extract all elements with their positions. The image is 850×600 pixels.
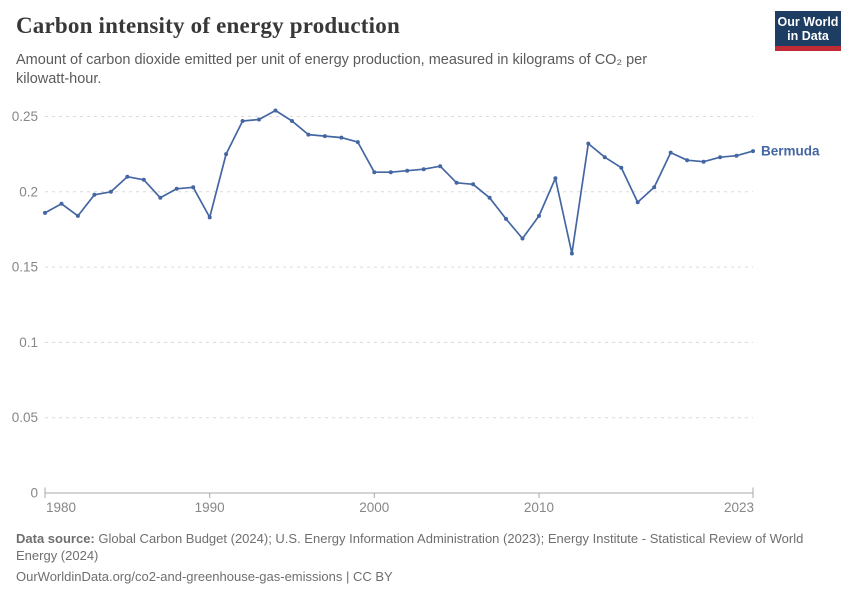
footer-url-line: OurWorldinData.org/co2-and-greenhouse-ga… bbox=[16, 569, 393, 584]
owid-logo[interactable]: Our World in Data bbox=[775, 11, 841, 51]
series-line[interactable] bbox=[44, 109, 754, 255]
data-point[interactable] bbox=[537, 213, 541, 218]
data-point[interactable] bbox=[273, 108, 278, 113]
data-source-label: Data source: bbox=[16, 531, 95, 546]
data-point[interactable] bbox=[751, 149, 755, 154]
data-point[interactable] bbox=[388, 170, 393, 175]
data-point[interactable] bbox=[520, 236, 525, 241]
data-point[interactable] bbox=[718, 155, 723, 160]
x-tick-label: 1980 bbox=[46, 500, 76, 515]
data-point[interactable] bbox=[158, 195, 163, 200]
series-label[interactable]: Bermuda bbox=[761, 144, 820, 159]
data-point[interactable] bbox=[471, 182, 476, 187]
data-point[interactable] bbox=[355, 140, 360, 145]
data-point[interactable] bbox=[141, 177, 146, 182]
y-tick-label: 0.1 bbox=[19, 335, 38, 350]
x-tick-label: 2000 bbox=[359, 500, 389, 515]
page-title: Carbon intensity of energy production bbox=[16, 13, 400, 38]
data-point[interactable] bbox=[504, 216, 508, 221]
x-tick-label: 2023 bbox=[724, 500, 754, 515]
data-point[interactable] bbox=[602, 155, 607, 160]
data-point[interactable] bbox=[701, 159, 706, 164]
y-tick-label: 0 bbox=[30, 486, 38, 501]
chart-subtitle: Amount of carbon dioxide emitted per uni… bbox=[16, 52, 648, 87]
data-point[interactable] bbox=[191, 185, 196, 190]
data-point[interactable] bbox=[586, 141, 591, 146]
data-point[interactable] bbox=[257, 117, 261, 122]
data-point[interactable] bbox=[108, 189, 113, 194]
data-point[interactable] bbox=[668, 150, 673, 155]
data-point[interactable] bbox=[240, 119, 245, 123]
x-tick-label: 1990 bbox=[195, 500, 225, 515]
data-point[interactable] bbox=[635, 200, 640, 205]
chart-footer: Data source: Global Carbon Budget (2024)… bbox=[16, 531, 818, 586]
x-tick-label: 2010 bbox=[524, 500, 554, 515]
data-point[interactable] bbox=[92, 192, 97, 197]
data-point[interactable] bbox=[652, 185, 657, 190]
data-point[interactable] bbox=[290, 119, 294, 123]
owid-logo-text-line2: in Data bbox=[787, 28, 829, 43]
data-point[interactable] bbox=[75, 213, 80, 218]
data-point[interactable] bbox=[438, 164, 443, 169]
data-point[interactable] bbox=[487, 195, 492, 200]
data-point[interactable] bbox=[454, 180, 459, 185]
data-point[interactable] bbox=[125, 174, 130, 179]
data-point[interactable] bbox=[734, 153, 739, 158]
y-tick-label: 0.05 bbox=[12, 410, 38, 425]
data-point[interactable] bbox=[405, 168, 410, 173]
owid-logo-text-line1: Our World bbox=[777, 14, 839, 29]
data-point[interactable] bbox=[224, 152, 229, 157]
data-point[interactable] bbox=[306, 132, 311, 137]
data-point[interactable] bbox=[59, 201, 64, 206]
y-tick-label: 0.2 bbox=[19, 184, 38, 199]
data-point[interactable] bbox=[421, 167, 426, 172]
data-point[interactable] bbox=[207, 215, 212, 220]
data-point[interactable] bbox=[372, 170, 377, 175]
data-point[interactable] bbox=[43, 210, 47, 215]
data-point[interactable] bbox=[553, 176, 558, 181]
data-point[interactable] bbox=[685, 158, 690, 163]
data-source-text: Global Carbon Budget (2024); U.S. Energy… bbox=[16, 531, 804, 563]
y-tick-label: 0.15 bbox=[12, 260, 38, 275]
data-point[interactable] bbox=[339, 135, 344, 140]
data-point[interactable] bbox=[569, 251, 574, 256]
data-point[interactable] bbox=[174, 186, 179, 191]
data-point[interactable] bbox=[322, 134, 327, 139]
data-source-line: Data source: Global Carbon Budget (2024)… bbox=[16, 531, 818, 564]
data-point[interactable] bbox=[619, 165, 624, 170]
y-tick-label: 0.25 bbox=[12, 109, 38, 124]
